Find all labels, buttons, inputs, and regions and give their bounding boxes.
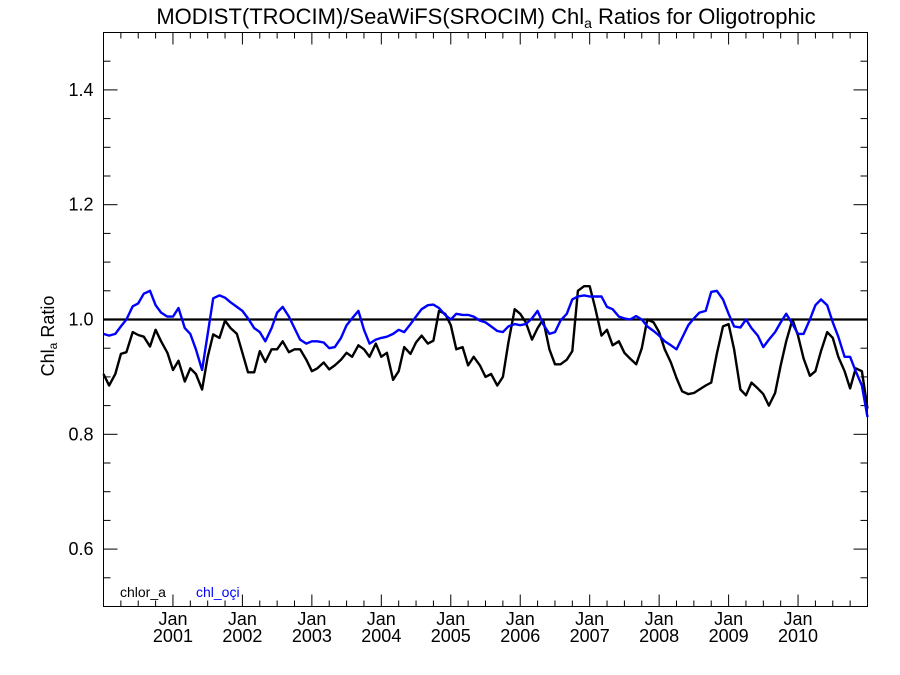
x-tick-label-year: 2007 xyxy=(570,626,610,646)
chart-title-subscript: a xyxy=(584,15,592,31)
y-tick-label: 1.0 xyxy=(68,310,93,330)
y-axis-label: Chla Ratio xyxy=(38,296,60,377)
x-tick-label-year: 2010 xyxy=(778,626,818,646)
x-tick-label-year: 2009 xyxy=(709,626,749,646)
y-tick-label: 0.6 xyxy=(68,539,93,559)
x-tick-label-year: 2008 xyxy=(639,626,679,646)
x-tick-label-year: 2006 xyxy=(500,626,540,646)
x-tick-label-year: 2005 xyxy=(431,626,471,646)
series-line-chl-oci xyxy=(103,289,869,418)
y-tick-label: 1.4 xyxy=(68,80,93,100)
tick-labels: 0.60.81.01.21.4Jan2001Jan2002Jan2003Jan2… xyxy=(68,80,818,646)
y-tick-label: 0.8 xyxy=(68,424,93,444)
series-line-chlor-a xyxy=(102,285,869,409)
x-tick-label-month: Jan xyxy=(645,609,674,629)
x-tick-label-month: Jan xyxy=(714,609,743,629)
chart-title-main: MODIST(TROCIM)/SeaWiFS(SROCIM) Chl xyxy=(156,4,585,29)
legend-chlor-a: chlor_a xyxy=(120,584,166,600)
series-layer xyxy=(102,285,869,418)
x-tick-label-month: Jan xyxy=(506,609,535,629)
x-tick-label-month: Jan xyxy=(297,609,326,629)
x-tick-label-month: Jan xyxy=(228,609,257,629)
plot-frame xyxy=(103,32,868,607)
x-tick-label-year: 2002 xyxy=(222,626,262,646)
x-tick-label-month: Jan xyxy=(367,609,396,629)
x-tick-label-year: 2003 xyxy=(292,626,332,646)
chart-title-rest: Ratios for Oligotrophic xyxy=(591,4,816,29)
legend-chl-oci: chl_oçi xyxy=(196,584,240,600)
x-tick-label-year: 2001 xyxy=(153,626,193,646)
x-tick-label-month: Jan xyxy=(575,609,604,629)
x-tick-label-year: 2004 xyxy=(361,626,401,646)
y-axis-label-rest: Ratio xyxy=(38,295,58,343)
y-tick-label: 1.2 xyxy=(68,195,93,215)
x-tick-label-month: Jan xyxy=(784,609,813,629)
y-axis-label-main: Chl xyxy=(38,349,58,377)
y-axis-label-subscript: a xyxy=(46,342,60,350)
x-tick-label-month: Jan xyxy=(436,609,465,629)
chart-title: MODIST(TROCIM)/SeaWiFS(SROCIM) Chla Rati… xyxy=(0,4,900,31)
x-tick-label-month: Jan xyxy=(158,609,187,629)
